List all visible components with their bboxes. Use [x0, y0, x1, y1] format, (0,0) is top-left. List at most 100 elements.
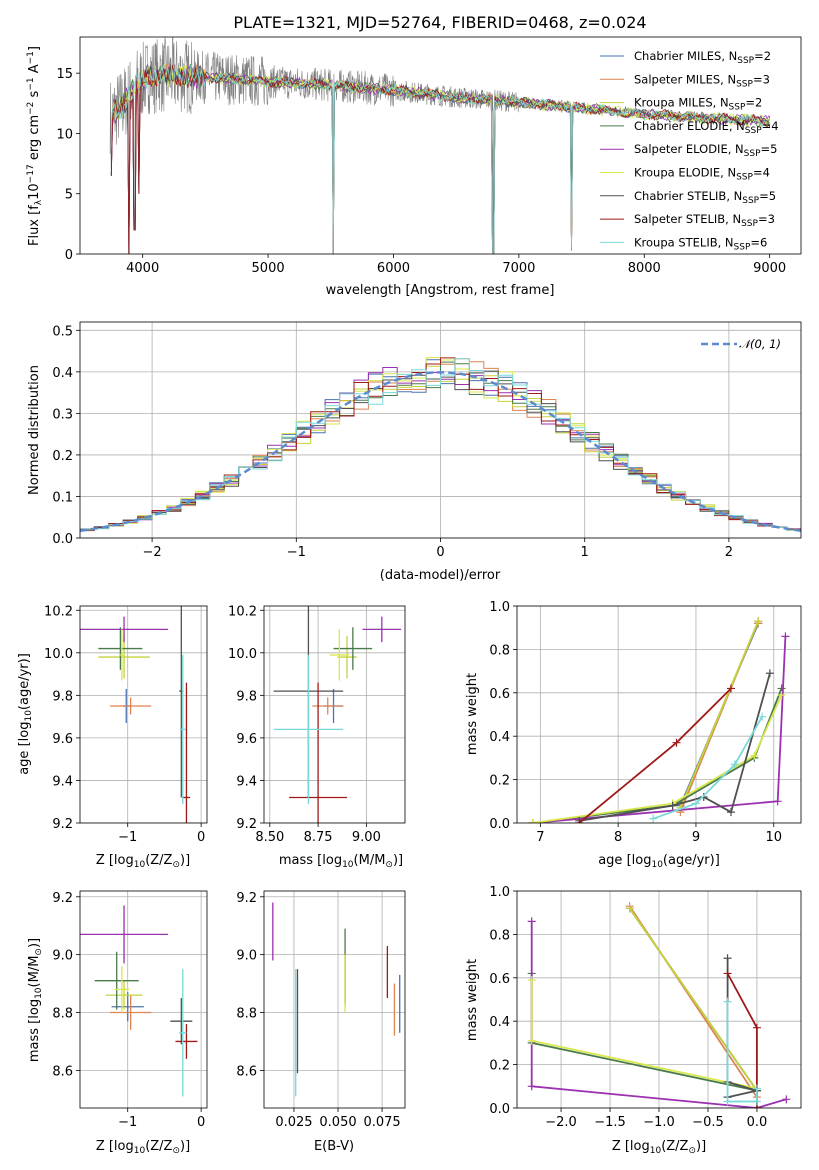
x-axis-label-part: 10 [134, 1146, 146, 1156]
tick-label-y: 5 [65, 188, 73, 203]
tick-label-y: 0.0 [489, 817, 510, 832]
tick-label-x: 2 [725, 545, 733, 560]
tick-label-y: 0.2 [489, 1059, 510, 1074]
tick-label-x: 0.050 [319, 1115, 356, 1130]
legend-label-part: =4 [753, 166, 770, 180]
mass-weight-marker [758, 712, 767, 721]
legend-label-part: Salpeter ELODIE, N [634, 142, 744, 156]
tick-label-x: −0.5 [692, 1115, 724, 1130]
residual-histogram [80, 358, 801, 533]
tick-label-y: 9.2 [52, 891, 73, 906]
legend-label-part: SSP [745, 126, 762, 136]
mass-weight-marker [668, 801, 677, 810]
x-axis-label-part: Z [log [96, 1139, 134, 1154]
tick-label-y: 0.8 [489, 643, 510, 658]
tick-label-y: 10 [56, 127, 73, 142]
x-axis-label-part: )] [393, 853, 403, 868]
tick-label-y: 0.8 [489, 928, 510, 943]
tick-label-x: −2.0 [545, 1115, 577, 1130]
tick-label-x: 8 [614, 830, 622, 845]
legend-label-part: SSP [736, 173, 753, 183]
y-axis-label-part: −17 [26, 164, 36, 183]
y-axis-label-part: mass [log [27, 999, 42, 1062]
mass-weight-marker [723, 1097, 732, 1106]
legend-label-part: Salpeter STELIB, N [634, 212, 741, 226]
y-axis-label-part: Flux [f [27, 205, 42, 246]
legend-label-part: SSP [736, 79, 753, 89]
y-axis-label: mass weight [465, 959, 480, 1041]
mass-weight-line [532, 636, 787, 823]
y-axis-label-part: (M/M [27, 956, 42, 988]
tick-label-y: 1.0 [489, 600, 510, 615]
mass-weight-marker [527, 917, 536, 926]
tick-label-y: 10.0 [228, 647, 257, 662]
legend-label-part: SSP [741, 219, 758, 229]
mass-weight-marker [527, 1036, 536, 1045]
mass-weight-marker [730, 760, 739, 769]
x-axis-label: mass [log10(M/M⊙)] [279, 853, 403, 870]
mass-weight-marker [726, 808, 735, 817]
axes-frame [516, 605, 802, 824]
spectrum-model-line [110, 64, 770, 254]
tick-label-x: −1 [118, 830, 137, 845]
tick-label-y: 9.0 [236, 949, 257, 964]
x-axis-label-part: ⊙ [385, 860, 393, 870]
tick-label-x: 5000 [252, 261, 285, 276]
mass-weight-line [530, 973, 758, 1092]
mass-weight-marker [773, 797, 782, 806]
plot-area [80, 606, 207, 823]
mass-weight-line [652, 716, 763, 820]
x-axis-label: E(B-V) [314, 1139, 354, 1154]
mass-weight-marker [649, 814, 658, 823]
tick-label-x: 8.75 [304, 830, 333, 845]
plot-area [264, 606, 405, 823]
y-axis-label: age [log10(age/yr)] [17, 653, 34, 775]
plot-age_vs_mass: 8.50 8.75 9.00 9.2 9.4 9.6 9.8 10.0 10.2 [228, 604, 406, 845]
axes-frame [263, 890, 406, 1109]
mass-weight-marker [752, 1084, 761, 1093]
legend-label-part: =6 [750, 235, 767, 249]
tick-label-y: 0.0 [52, 532, 73, 547]
legend-label-part: =2 [745, 96, 762, 110]
tick-label-x: −1.0 [643, 1115, 675, 1130]
mass-weight-marker [781, 632, 790, 641]
mass-weight-marker [752, 1023, 761, 1032]
x-axis-label-part: (age/yr)] [663, 853, 720, 868]
tick-label-y: 8.8 [236, 1007, 257, 1022]
legend-label: Chabrier STELIB, NSSP=5 [634, 189, 776, 206]
tick-label-y: 10.2 [44, 604, 73, 619]
tick-label-x: 0 [197, 830, 205, 845]
y-axis-label: mass [log10(M/M⊙)] [27, 938, 44, 1062]
plot-mass_weight_vs_age: 7 8 9 10 0.0 0.2 0.4 0.6 0.8 1.0 [489, 600, 802, 845]
mass-weight-marker [723, 969, 732, 978]
legend-label-part: =4 [762, 119, 779, 133]
tick-label-y: 9.8 [52, 689, 73, 704]
legend-label-part: Salpeter MILES, N [634, 72, 736, 86]
tick-label-y: 8.6 [52, 1064, 73, 1079]
chart-title: PLATE=1321, MJD=52764, FIBERID=0468, z=0… [233, 13, 646, 32]
y-axis-label-part: λ [34, 199, 44, 205]
x-axis-label: Z [log10(Z/Z⊙)] [96, 1139, 190, 1156]
mass-weight-marker [528, 819, 537, 823]
x-axis-label: Z [log10(Z/Z⊙)] [612, 1139, 706, 1156]
legend-label: Salpeter MILES, NSSP=3 [634, 72, 770, 89]
y-axis-label-part: −1 [26, 77, 36, 90]
x-axis-label-part: mass [log [279, 853, 342, 868]
legend-label-part: =5 [761, 142, 778, 156]
axes-frame [79, 36, 802, 255]
plot-area [517, 891, 801, 1108]
tick-label-x: 6000 [377, 261, 410, 276]
tick-label-y: 0.4 [52, 366, 73, 381]
plot-mass_vs_ebv: 0.025 0.050 0.075 8.6 8.8 9.0 9.2 [236, 890, 406, 1130]
tick-label-x: −1 [287, 545, 306, 560]
y-axis-label-part: 10 [24, 710, 34, 722]
tick-label-x: 9000 [753, 261, 786, 276]
y-axis-label-part: A [27, 64, 42, 77]
mass-weight-marker [723, 954, 732, 963]
y-axis-label-part: −1 [26, 51, 36, 64]
axes-frame [79, 890, 208, 1109]
axes-frame [263, 605, 406, 824]
tick-label-y: 0 [65, 248, 73, 263]
tick-label-y: 0.2 [52, 449, 73, 464]
